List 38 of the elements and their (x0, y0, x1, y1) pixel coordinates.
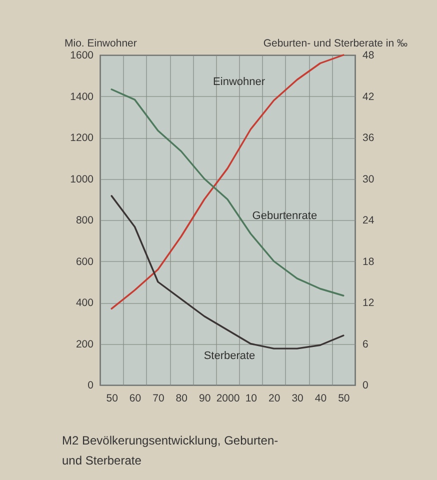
y-tick-label: 1200 (70, 132, 94, 144)
line-series (110, 195, 344, 350)
x-tick-label: 80 (176, 392, 188, 404)
series-label: Geburtenrate (252, 210, 318, 222)
x-tick-label: 60 (129, 392, 142, 404)
y2-tick-label: 42 (362, 90, 374, 103)
x-tick-label: 30 (292, 392, 304, 404)
y2-tick-label: 18 (362, 256, 374, 268)
x-tick-label: 70 (152, 392, 164, 404)
x-tick-label: 20 (268, 392, 280, 404)
y-tick-label: 1400 (70, 90, 94, 103)
y-tick-label: 200 (76, 338, 94, 350)
y-tick-label: 1000 (70, 173, 94, 186)
y-tick-label: 400 (76, 297, 94, 309)
y2-tick-label: 36 (362, 132, 374, 144)
series-label: Einwohner (213, 76, 266, 88)
y-tick-label: 0 (88, 380, 94, 392)
y2-tick-label: 30 (362, 173, 374, 186)
series-label: Sterberate (204, 350, 256, 362)
y-tick-label: 800 (76, 214, 94, 226)
line-series (110, 54, 344, 310)
y2-tick-label: 24 (362, 214, 374, 226)
x-tick-label: 50 (106, 392, 118, 404)
y2-tick-label: 6 (362, 338, 368, 350)
y2-tick-label: 48 (362, 50, 374, 62)
text: M2 Bevölkerungsentwicklung, Geburten- und Sterberate (62, 434, 278, 468)
line-series (110, 88, 344, 296)
y-tick-label: 600 (76, 256, 94, 268)
x-tick-label: 40 (314, 392, 327, 404)
x-tick-label: 90 (198, 392, 211, 404)
y2-tick-label: 0 (362, 380, 368, 392)
x-tick-label: 10 (245, 392, 258, 404)
x-tick-label: 50 (338, 392, 350, 404)
y-axis-title: Mio. Einwohner (64, 38, 138, 50)
y2-tick-label: 12 (362, 297, 374, 309)
x-tick-label: 2000 (216, 392, 240, 404)
y2-axis-title: Geburten- und Sterberate in ‰ (263, 38, 408, 50)
y-tick-label: 1600 (70, 50, 94, 62)
